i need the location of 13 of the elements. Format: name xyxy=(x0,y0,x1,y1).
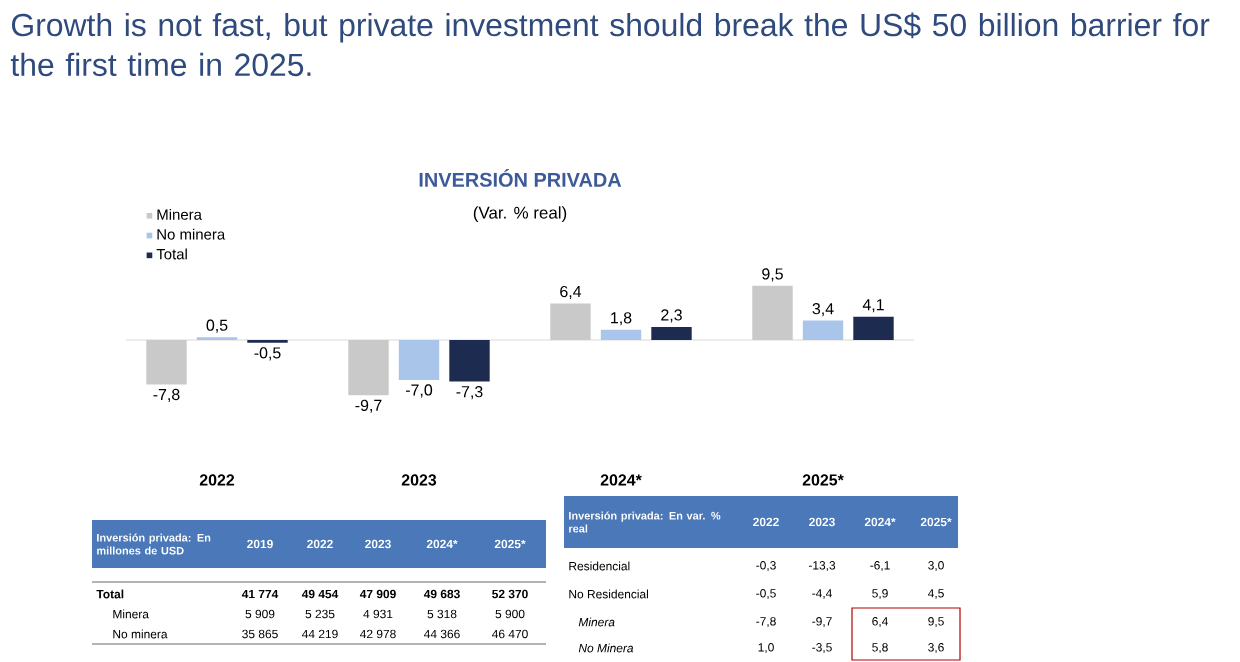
bar xyxy=(398,339,440,380)
bar xyxy=(853,316,894,340)
bar xyxy=(449,339,490,382)
bar xyxy=(651,326,692,340)
bar xyxy=(752,285,793,340)
text: Growth is not fast, but private investment should break the US$ 50 billion barrier for the first time in 2025. xyxy=(10,12,1210,77)
bar xyxy=(146,339,187,385)
bar xyxy=(600,329,642,340)
bar xyxy=(348,339,389,396)
bar xyxy=(550,303,591,340)
chart-title: INVERSIÓN PRIVADA xyxy=(419,169,622,187)
bar xyxy=(802,320,844,340)
chart-subtitle: (Var. % real) xyxy=(473,206,567,223)
